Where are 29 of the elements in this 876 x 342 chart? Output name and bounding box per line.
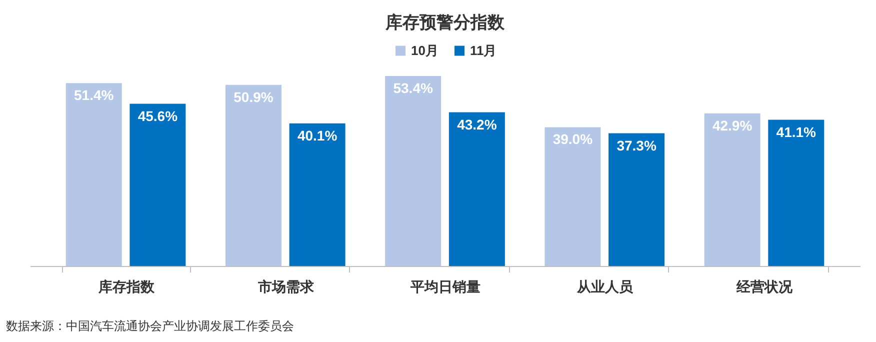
bar [385, 76, 442, 266]
bar [66, 83, 122, 266]
bar [608, 133, 665, 266]
legend-label: 11月 [470, 42, 497, 58]
legend-label: 10月 [411, 42, 438, 58]
bar [544, 127, 601, 266]
data-label: 51.4% [74, 87, 114, 104]
data-label: 42.9% [712, 117, 753, 134]
x-tick-label: 从业人员 [576, 278, 634, 294]
data-label: 41.1% [776, 124, 817, 140]
data-label: 39.0% [552, 131, 594, 148]
bar [448, 112, 505, 266]
bar [130, 104, 186, 266]
data-label: 53.4% [393, 80, 434, 96]
data-label: 45.6% [138, 108, 178, 124]
data-label: 40.1% [297, 127, 338, 144]
data-label: 50.9% [234, 88, 274, 105]
data-label: 37.3% [616, 137, 657, 154]
bar [768, 120, 824, 266]
bar [225, 84, 282, 266]
bar [289, 123, 346, 266]
x-tick-label: 平均日销量 [410, 278, 480, 294]
x-tick-label: 市场需求 [256, 278, 315, 294]
bar [704, 113, 760, 266]
chart-title: 库存预警分指数 [384, 13, 506, 32]
x-tick-label: 库存指数 [97, 278, 156, 294]
data-label: 43.2% [457, 116, 498, 132]
x-tick-label: 经营状况 [736, 278, 794, 294]
source-note: 数据来源：中国汽车流通协会产业协调发展工作委员会 [6, 318, 294, 335]
